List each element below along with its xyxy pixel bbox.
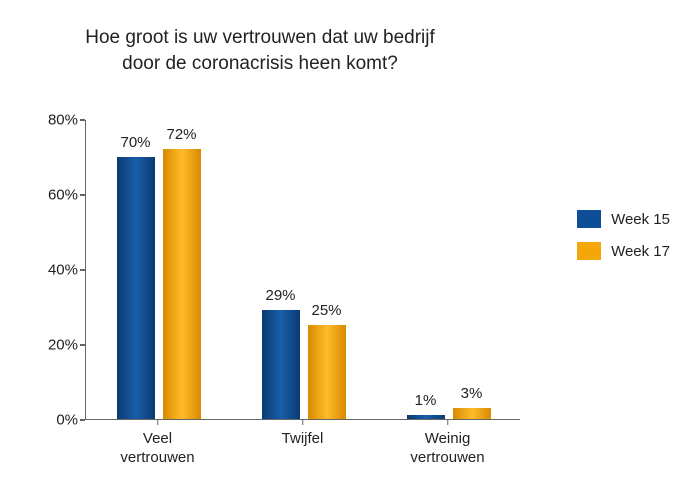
ytick-label: 20%	[30, 337, 78, 354]
ytick-mark	[80, 119, 85, 121]
legend: Week 15 Week 17	[577, 210, 670, 274]
chart-title-line2: door de coronacrisis heen komt?	[122, 53, 398, 74]
bar: 70%	[117, 157, 155, 420]
ytick-label: 0%	[30, 412, 78, 429]
ytick-mark	[80, 269, 85, 271]
legend-swatch-1	[577, 242, 601, 260]
chart-area: 70%72%29%25%1%3% 0%20%40%60%80%Veelvertr…	[30, 120, 520, 480]
plot-area: 70%72%29%25%1%3%	[85, 120, 520, 420]
category-label: Veelvertrouwen	[98, 430, 218, 468]
bar-group: 29%25%	[262, 120, 346, 419]
chart-title: Hoe groot is uw vertrouwen dat uw bedrij…	[0, 25, 520, 76]
bar-value-label: 72%	[152, 126, 212, 143]
category-label: Twijfel	[243, 430, 363, 449]
legend-label-0: Week 15	[611, 211, 670, 228]
bar: 3%	[453, 408, 491, 419]
chart-title-line1: Hoe groot is uw vertrouwen dat uw bedrij…	[85, 27, 435, 48]
bar-value-label: 3%	[442, 385, 502, 402]
category-label: Weinigvertrouwen	[388, 430, 508, 468]
ytick-label: 60%	[30, 187, 78, 204]
legend-swatch-0	[577, 210, 601, 228]
bar-group: 70%72%	[117, 120, 201, 419]
bar: 29%	[262, 310, 300, 419]
xtick-mark	[157, 420, 159, 425]
bar: 1%	[407, 415, 445, 419]
xtick-mark	[447, 420, 449, 425]
ytick-mark	[80, 419, 85, 421]
bar: 25%	[308, 325, 346, 419]
legend-item-0: Week 15	[577, 210, 670, 228]
bar-value-label: 25%	[297, 302, 357, 319]
xtick-mark	[302, 420, 304, 425]
bar-group: 1% 3%	[407, 120, 491, 419]
bar: 72%	[163, 149, 201, 419]
ytick-mark	[80, 344, 85, 346]
ytick-label: 80%	[30, 112, 78, 129]
ytick-label: 40%	[30, 262, 78, 279]
legend-label-1: Week 17	[611, 243, 670, 260]
legend-item-1: Week 17	[577, 242, 670, 260]
ytick-mark	[80, 194, 85, 196]
